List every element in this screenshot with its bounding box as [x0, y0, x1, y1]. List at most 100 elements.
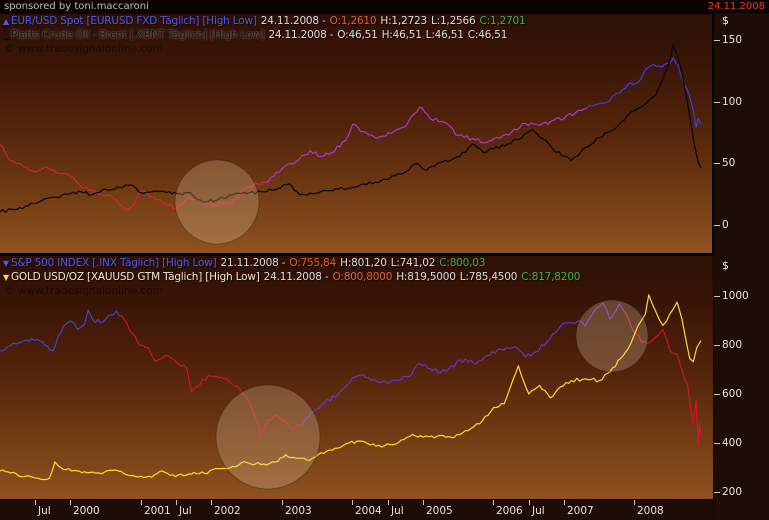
- axis-tick: [634, 500, 635, 505]
- axis-tick-label: 2004: [355, 505, 382, 517]
- ohlc-value: L:741,02: [390, 257, 436, 269]
- axis-tick-label: 2001: [144, 505, 171, 517]
- axis-tick: [564, 500, 565, 505]
- axis-tick-label: 2008: [637, 505, 664, 517]
- axis-divider: [712, 13, 714, 520]
- ohlc-value: C:46,51: [467, 28, 508, 41]
- price-line-spx: [624, 311, 702, 445]
- legend-row: ▲ Platts Crude Oil - Brent [.XBNT Täglich…: [3, 29, 530, 43]
- top-status-bar: sponsored by toni.maccaroni 24.11.2008: [0, 0, 769, 13]
- price-line-spx: [300, 302, 626, 427]
- series-marker-icon: ▼: [3, 259, 9, 268]
- axis-tick: [529, 500, 530, 505]
- price-line-eurusd: [0, 144, 266, 211]
- axis-tick: [176, 500, 177, 505]
- axis-tick-label: 2003: [285, 505, 312, 517]
- axis-tick-label: 600: [722, 388, 743, 400]
- current-date: 24.11.2008: [707, 1, 765, 12]
- axis-tick-label: 0: [722, 219, 729, 231]
- sponsor-text: sponsored by toni.maccaroni: [4, 1, 149, 12]
- axis-tick-label: Jul: [38, 505, 51, 517]
- axis-tick: [714, 296, 720, 297]
- axis-tick-label: 1000: [722, 290, 749, 302]
- watermark: © www.tradesignalonline.com: [4, 43, 163, 55]
- series-marker-icon: ▲: [3, 17, 9, 26]
- ohlc-value: O:800,8000: [332, 270, 393, 283]
- ohlc-value: H:1,2723: [380, 15, 427, 27]
- ohlc-value: O:1,2610: [329, 15, 377, 27]
- legend-row: ▲ EUR/USD Spot [EURUSD FXD Täglich] [High…: [3, 15, 530, 29]
- axis-tick: [714, 163, 720, 164]
- legend-row: ▼ GOLD USD/OZ [XAUUSD GTM Täglich] [High …: [3, 271, 584, 285]
- axis-tick: [714, 40, 720, 41]
- axis-tick: [714, 492, 720, 493]
- quote-date: 24.11.2008 -: [260, 15, 326, 27]
- watermark: © www.tradesignalonline.com: [4, 285, 163, 297]
- series-marker-icon: ▼: [3, 272, 9, 282]
- price-line-spx: [0, 309, 122, 352]
- axis-tick-label: 200: [722, 486, 743, 498]
- axis-tick: [714, 225, 720, 226]
- axis-tick-label: 2007: [567, 505, 594, 517]
- chart-panel-top[interactable]: ▲ EUR/USD Spot [EURUSD FXD Täglich] [High…: [0, 14, 713, 253]
- plot-canvas-top: [0, 44, 702, 245]
- axis-tick: [352, 500, 353, 505]
- price-line-eurusd: [586, 57, 702, 128]
- legend-top: ▲ EUR/USD Spot [EURUSD FXD Täglich] [High…: [3, 15, 530, 42]
- axis-tick-label: Jul: [532, 505, 545, 517]
- price-axis[interactable]: $150 100 50 0 $1000 800 600 400 200: [714, 13, 769, 520]
- quote-date: 24.11.2008 -: [268, 28, 334, 41]
- ohlc-value: H:801,20: [340, 257, 387, 269]
- axis-tick-label: 800: [722, 339, 743, 351]
- ohlc-value: L:46,51: [425, 28, 464, 41]
- axis-tick-label: 150: [722, 34, 743, 46]
- ohlc-value: C:800,03: [439, 257, 486, 269]
- axis-tick-label: 2000: [73, 505, 100, 517]
- highlight-circle: [575, 299, 649, 373]
- axis-tick: [714, 443, 720, 444]
- axis-tick: [141, 500, 142, 505]
- axis-tick-label: 2002: [214, 505, 241, 517]
- panel-divider: [0, 253, 769, 256]
- axis-tick-label: Jul: [391, 505, 404, 517]
- price-line-brent: [0, 44, 702, 213]
- series-name: Platts Crude Oil - Brent [.XBNT Täglich]…: [10, 28, 265, 41]
- panel-divider: [0, 499, 769, 500]
- price-line-spx: [121, 315, 301, 435]
- plot-canvas-bottom: [0, 294, 702, 490]
- axis-tick-label: 50: [722, 157, 736, 169]
- legend-row: ▼ S&P 500 INDEX [.INX Täglich] [High Low]…: [3, 257, 584, 271]
- axis-tick-label: 2006: [496, 505, 523, 517]
- axis-tick: [423, 500, 424, 505]
- time-axis[interactable]: Jul 2000 2001 Jul 2002 2003 2004 Jul 2005 2006 Jul…: [0, 500, 713, 520]
- ohlc-value: H:46,51: [381, 28, 422, 41]
- price-line-eurusd: [265, 106, 587, 183]
- panel-divider: [0, 13, 769, 14]
- ohlc-value: O:755,84: [289, 257, 337, 269]
- currency-symbol: $: [722, 14, 729, 27]
- axis-tick: [714, 345, 720, 346]
- axis-tick-label: 400: [722, 437, 743, 449]
- ohlc-value: H:819,5000: [396, 270, 456, 283]
- axis-tick: [282, 500, 283, 505]
- axis-tick: [714, 394, 720, 395]
- series-name: S&P 500 INDEX [.INX Täglich] [High Low]: [10, 257, 217, 269]
- chart-panel-bottom[interactable]: ▼ S&P 500 INDEX [.INX Täglich] [High Low]…: [0, 256, 713, 499]
- series-name: EUR/USD Spot [EURUSD FXD Täglich] [High …: [10, 15, 257, 27]
- axis-tick: [35, 500, 36, 505]
- axis-tick: [70, 500, 71, 505]
- quote-date: 21.11.2008 -: [220, 257, 286, 269]
- axis-tick-label: Jul: [179, 505, 192, 517]
- currency-symbol: $: [722, 259, 729, 272]
- ohlc-value: L:1,2566: [430, 15, 476, 27]
- legend-bottom: ▼ S&P 500 INDEX [.INX Täglich] [High Low]…: [3, 257, 584, 284]
- ohlc-value: C:817,8200: [521, 270, 581, 283]
- axis-tick: [211, 500, 212, 505]
- axis-tick: [714, 102, 720, 103]
- ohlc-value: C:1,2701: [479, 15, 526, 27]
- axis-tick-label: 2005: [426, 505, 453, 517]
- quote-date: 24.11.2008 -: [263, 270, 329, 283]
- series-name: GOLD USD/OZ [XAUUSD GTM Täglich] [High L…: [10, 270, 260, 283]
- ohlc-value: L:785,4500: [459, 270, 518, 283]
